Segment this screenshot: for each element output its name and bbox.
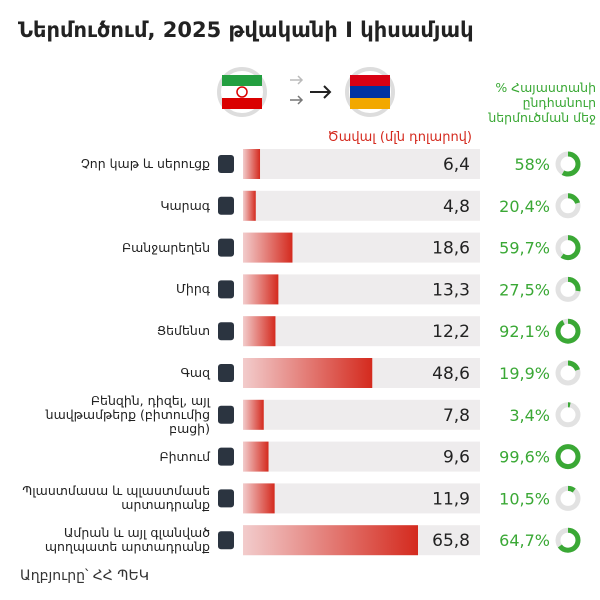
value-label: 11,9 xyxy=(432,489,470,509)
donut-arc xyxy=(555,151,581,177)
share-label: 3,4% xyxy=(509,406,550,425)
bar xyxy=(243,149,261,179)
donut-arc xyxy=(555,444,581,470)
donut-track xyxy=(555,485,581,511)
bar-track xyxy=(243,483,480,514)
share-label: 92,1% xyxy=(499,322,550,341)
donut-arc xyxy=(555,318,581,344)
chart-title: Ներմուծում, 2025 թվականի I կիսամյակ xyxy=(18,18,474,42)
category-label: Բանջարեղեն xyxy=(121,239,210,255)
icon xyxy=(218,364,234,382)
icon xyxy=(218,447,234,466)
bar xyxy=(243,190,256,221)
donut-track xyxy=(555,402,581,428)
bar xyxy=(243,399,264,430)
share-header: % Հայաստանի ընդհանուր ներմուծման մեջ xyxy=(488,80,596,125)
share-label: 64,7% xyxy=(499,531,550,550)
value-label: 12,2 xyxy=(432,322,470,342)
category-label: Ցեմենտ xyxy=(156,323,210,339)
share-label: 99,6% xyxy=(499,448,550,467)
bar-track xyxy=(243,316,480,347)
icon xyxy=(218,280,234,299)
category-label: Բիտում xyxy=(159,448,210,464)
category-label: Պլաստմասա և պլաստմասե արտադրանք xyxy=(22,483,210,513)
icon xyxy=(218,238,234,257)
value-label: 7,8 xyxy=(443,406,470,426)
category-label: Կարագ xyxy=(160,197,210,213)
share-label: 59,7% xyxy=(499,239,550,258)
flag-stripe xyxy=(350,98,390,109)
value-label: 65,8 xyxy=(432,531,470,551)
share-label: 19,9% xyxy=(499,364,550,383)
donut-arc xyxy=(555,402,581,428)
category-label: Գազ xyxy=(180,365,210,380)
category-label: Միրգ xyxy=(176,281,210,297)
flag-stripe xyxy=(222,75,262,86)
bar xyxy=(243,525,418,556)
share-label: 20,4% xyxy=(499,197,550,216)
icon xyxy=(218,531,234,550)
bar xyxy=(243,232,293,263)
flag-emblem xyxy=(236,86,248,98)
donut-arc xyxy=(555,276,581,302)
category-label: Չոր կաթ և սերուցք xyxy=(80,156,210,171)
category-label: Բենզին, դիզել, այլ նավթամթերք (բիտումից … xyxy=(45,392,210,436)
value-label: 13,3 xyxy=(432,280,470,300)
donut-arc xyxy=(555,485,581,511)
bar xyxy=(243,274,279,305)
donut-arc xyxy=(555,235,581,261)
flag-stripe xyxy=(350,86,390,98)
value-label: 6,4 xyxy=(443,155,470,175)
share-label: 58% xyxy=(514,155,550,174)
icon xyxy=(218,155,234,173)
value-label: 18,6 xyxy=(432,239,470,259)
bar xyxy=(243,483,275,514)
share-label: 10,5% xyxy=(499,489,550,508)
icon xyxy=(218,489,234,508)
bar xyxy=(243,316,276,347)
share-label: 27,5% xyxy=(499,280,550,299)
bar-track xyxy=(243,399,480,430)
arrow xyxy=(290,75,304,85)
icon xyxy=(218,196,234,215)
icon xyxy=(218,405,234,424)
flags xyxy=(217,67,395,117)
bar-track xyxy=(243,441,480,472)
bar xyxy=(243,441,269,472)
arrow xyxy=(290,95,304,105)
flag-stripe xyxy=(350,75,390,86)
donut-arc xyxy=(555,360,581,386)
icon xyxy=(218,322,234,341)
value-label: 4,8 xyxy=(443,197,470,217)
flag-stripe xyxy=(222,98,262,109)
donut-arc xyxy=(555,193,581,219)
bar-track xyxy=(243,149,480,179)
donut-arc xyxy=(555,527,581,553)
bar-track xyxy=(243,190,480,221)
bar xyxy=(243,358,373,388)
source: Աղբյուրը՝ ՀՀ ՊԵԿ xyxy=(20,568,149,584)
category-label: Ամրան և այլ գլանված պողպատե արտադրանք xyxy=(44,525,210,555)
value-header: Ծավալ (մլն դոլարով) xyxy=(327,130,472,145)
bar-track xyxy=(243,274,480,305)
value-label: 9,6 xyxy=(443,448,470,468)
arrow xyxy=(310,85,332,99)
value-label: 48,6 xyxy=(432,364,470,384)
